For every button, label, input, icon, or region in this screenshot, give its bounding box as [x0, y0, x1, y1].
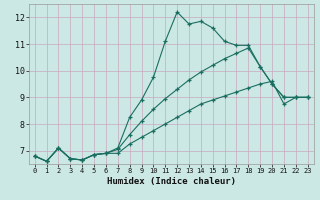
X-axis label: Humidex (Indice chaleur): Humidex (Indice chaleur): [107, 177, 236, 186]
